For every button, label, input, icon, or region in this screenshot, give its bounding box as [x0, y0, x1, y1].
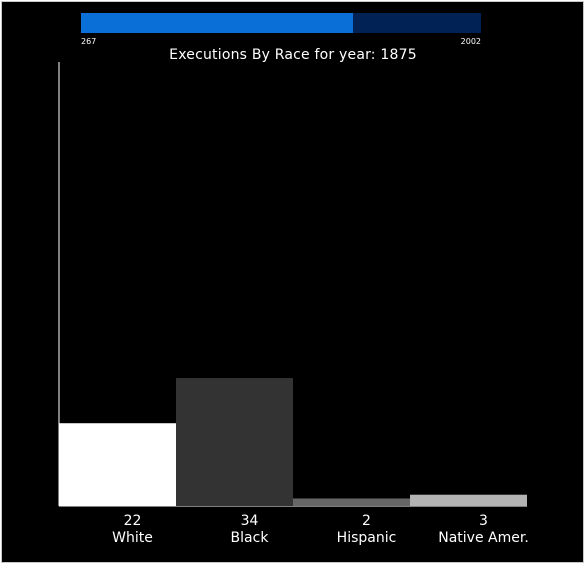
bar-white[interactable] — [59, 423, 176, 506]
timeline-progress-fill — [81, 13, 353, 33]
category-label: Native Amer. — [438, 530, 529, 546]
category-label: Hispanic — [337, 530, 397, 546]
timeline-start-label: 267 — [81, 37, 97, 46]
bar-value-label: 3 — [479, 513, 488, 529]
bar-native-amer[interactable] — [410, 494, 527, 506]
bar-value-label: 34 — [241, 513, 259, 529]
chart-title: Executions By Race for year: 1875 — [169, 47, 417, 63]
bar-hispanic[interactable] — [293, 498, 410, 506]
bar-value-label: 2 — [362, 513, 371, 529]
category-label: Black — [231, 530, 270, 546]
bar-black[interactable] — [176, 378, 293, 506]
category-label: White — [112, 530, 153, 546]
bar-value-label: 22 — [124, 513, 142, 529]
timeline-end-label: 2002 — [460, 37, 481, 46]
year-timeline-slider[interactable] — [81, 13, 481, 33]
